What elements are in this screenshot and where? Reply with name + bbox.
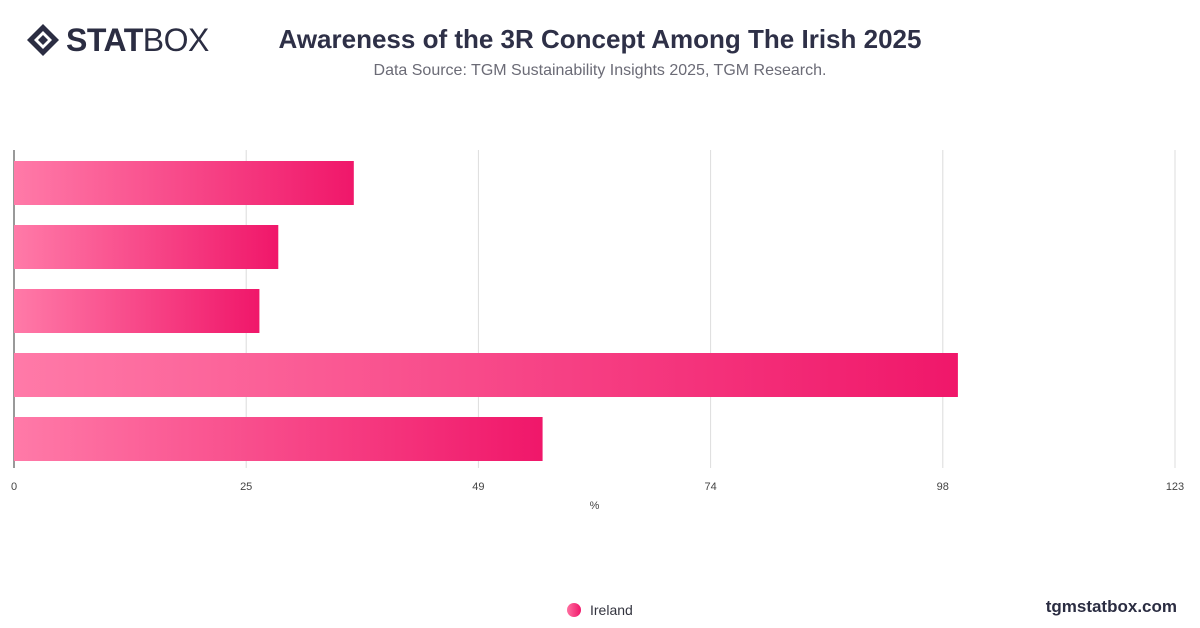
x-tick-label: 74 (704, 481, 716, 493)
bar[interactable] (14, 353, 958, 397)
bars (14, 161, 958, 461)
brand-url: tgmstatbox.com (1045, 597, 1177, 616)
x-axis-label: % (590, 500, 600, 512)
statbox-logo: STATBOX (26, 22, 209, 58)
chart-subtitle: Data Source: TGM Sustainability Insights… (373, 62, 827, 79)
logo-wordmark-strong: STAT (66, 22, 143, 58)
bar[interactable] (14, 225, 279, 269)
logo-wordmark-light: BOX (142, 22, 210, 58)
x-tick-label: 49 (472, 481, 484, 493)
x-tick-label: 98 (937, 481, 949, 493)
legend-swatch (567, 603, 581, 617)
statbox-diamond-icon (27, 24, 59, 56)
x-tick-label: 25 (240, 481, 252, 493)
bar[interactable] (14, 417, 543, 461)
x-tick-label: 0 (11, 481, 17, 493)
logo-wordmark: STATBOX (66, 22, 209, 58)
chart-title: Awareness of the 3R Concept Among The Ir… (278, 24, 922, 54)
legend[interactable]: Ireland (567, 602, 633, 618)
x-axis-ticks: 0 25 49 74 98 123 (11, 481, 1184, 493)
bar[interactable] (14, 289, 260, 333)
bar[interactable] (14, 161, 354, 205)
x-tick-label: 123 (1166, 481, 1184, 493)
legend-label: Ireland (590, 602, 633, 618)
